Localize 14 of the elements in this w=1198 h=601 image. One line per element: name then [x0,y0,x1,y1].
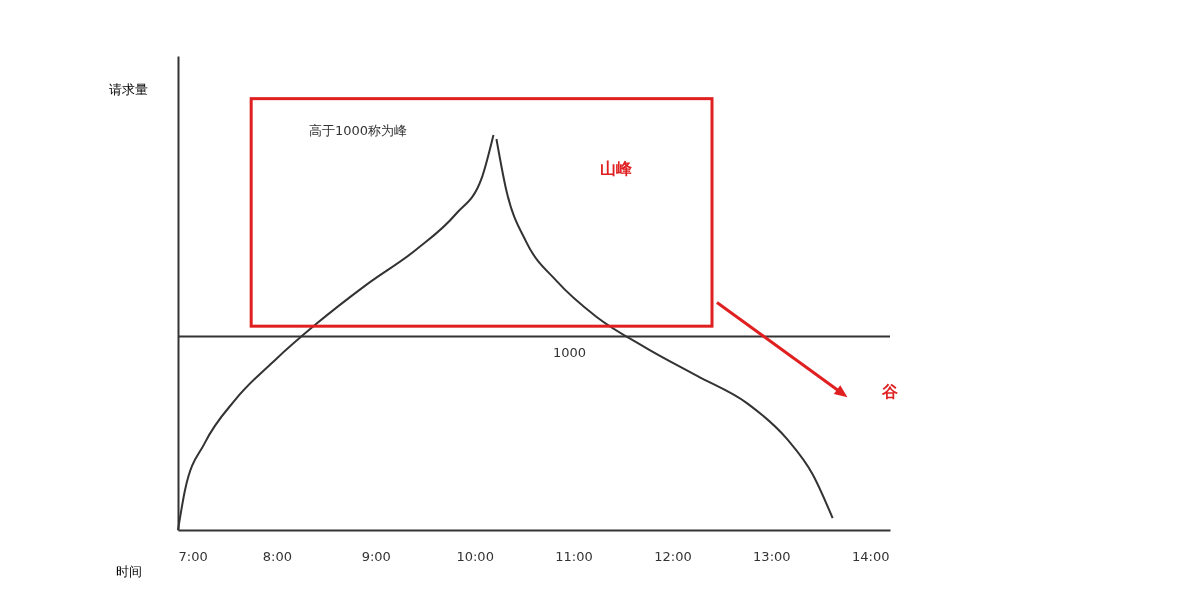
x-tick-label: 12:00 [654,548,692,564]
annotation: 高于1000称为峰 [308,123,408,139]
x-tick-label: 8:00 [262,548,292,564]
x-tick-label: 13:00 [753,548,791,564]
y-axis-title: 请求量 [109,81,148,97]
x-tick-label: 11:00 [555,548,593,564]
x-tick-label: 7:00 [178,548,208,564]
annotation: 谷 [881,382,899,402]
annotation: 山峰 [600,159,634,179]
x-tick-label: 10:00 [456,548,494,564]
x-axis-title: 时间 [115,563,142,579]
annotation: 1000 [553,344,587,360]
x-tick-label: 14:00 [851,548,890,564]
x-tick-label: 9:00 [361,548,391,564]
